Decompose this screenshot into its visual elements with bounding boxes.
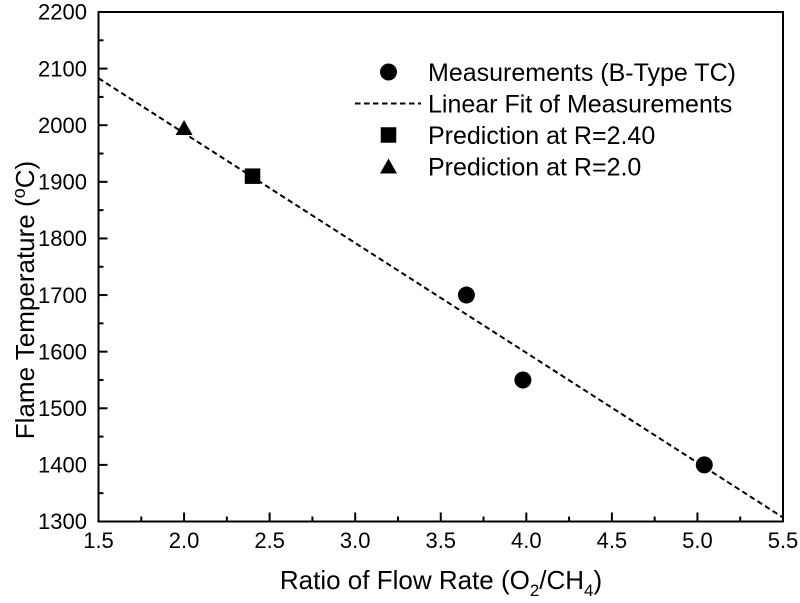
x-axis-tick-label: 1.5	[83, 528, 114, 553]
data-point-measurements	[457, 286, 475, 304]
x-axis-tick-label: 4.5	[597, 528, 628, 553]
x-axis-title: Ratio of Flow Rate (O2/CH4)	[280, 565, 602, 600]
plot-frame	[97, 11, 784, 523]
y-axis-tick-label: 1400	[38, 453, 87, 478]
legend-label-linear-fit: Linear Fit of Measurements	[428, 90, 732, 118]
legend-marker-triangle	[380, 158, 397, 174]
y-axis-tick-label: 1500	[38, 396, 87, 421]
legend-label-measurements: Measurements (B-Type TC)	[428, 59, 736, 87]
data-point-measurements	[514, 371, 532, 389]
y-axis-tick-label: 1700	[38, 283, 87, 308]
y-axis-tick-label: 1600	[38, 339, 87, 364]
legend-marker-square	[380, 127, 397, 143]
y-axis-tick-label: 2100	[38, 56, 87, 81]
x-axis-tick-label: 4.0	[511, 528, 542, 553]
x-axis-tick-label: 5.5	[768, 528, 799, 553]
x-axis-tick-label: 3.5	[425, 528, 456, 553]
y-axis-tick-label: 2200	[38, 0, 87, 25]
x-axis-tick-label: 3.0	[340, 528, 371, 553]
x-axis-tick-label: 2.5	[254, 528, 285, 553]
y-axis-tick-label: 1900	[38, 170, 87, 195]
x-axis-tick-label: 5.0	[682, 528, 713, 553]
legend-label-prediction-r240: Prediction at R=2.40	[428, 122, 655, 150]
y-axis-title: Flame Temperature (oC)	[9, 161, 40, 439]
y-axis-tick-label: 2000	[38, 113, 87, 138]
fit-line-linear-fit	[97, 77, 784, 519]
data-point-measurements	[695, 456, 713, 474]
legend-label-prediction-r20: Prediction at R=2.0	[428, 153, 641, 181]
y-axis-tick-label: 1300	[38, 509, 87, 534]
x-axis-tick-label: 2.0	[169, 528, 200, 553]
legend-marker-circle	[380, 63, 397, 81]
data-point-prediction-r20	[175, 120, 193, 136]
y-axis-tick-label: 1800	[38, 226, 87, 251]
data-point-prediction-r240	[244, 168, 261, 184]
